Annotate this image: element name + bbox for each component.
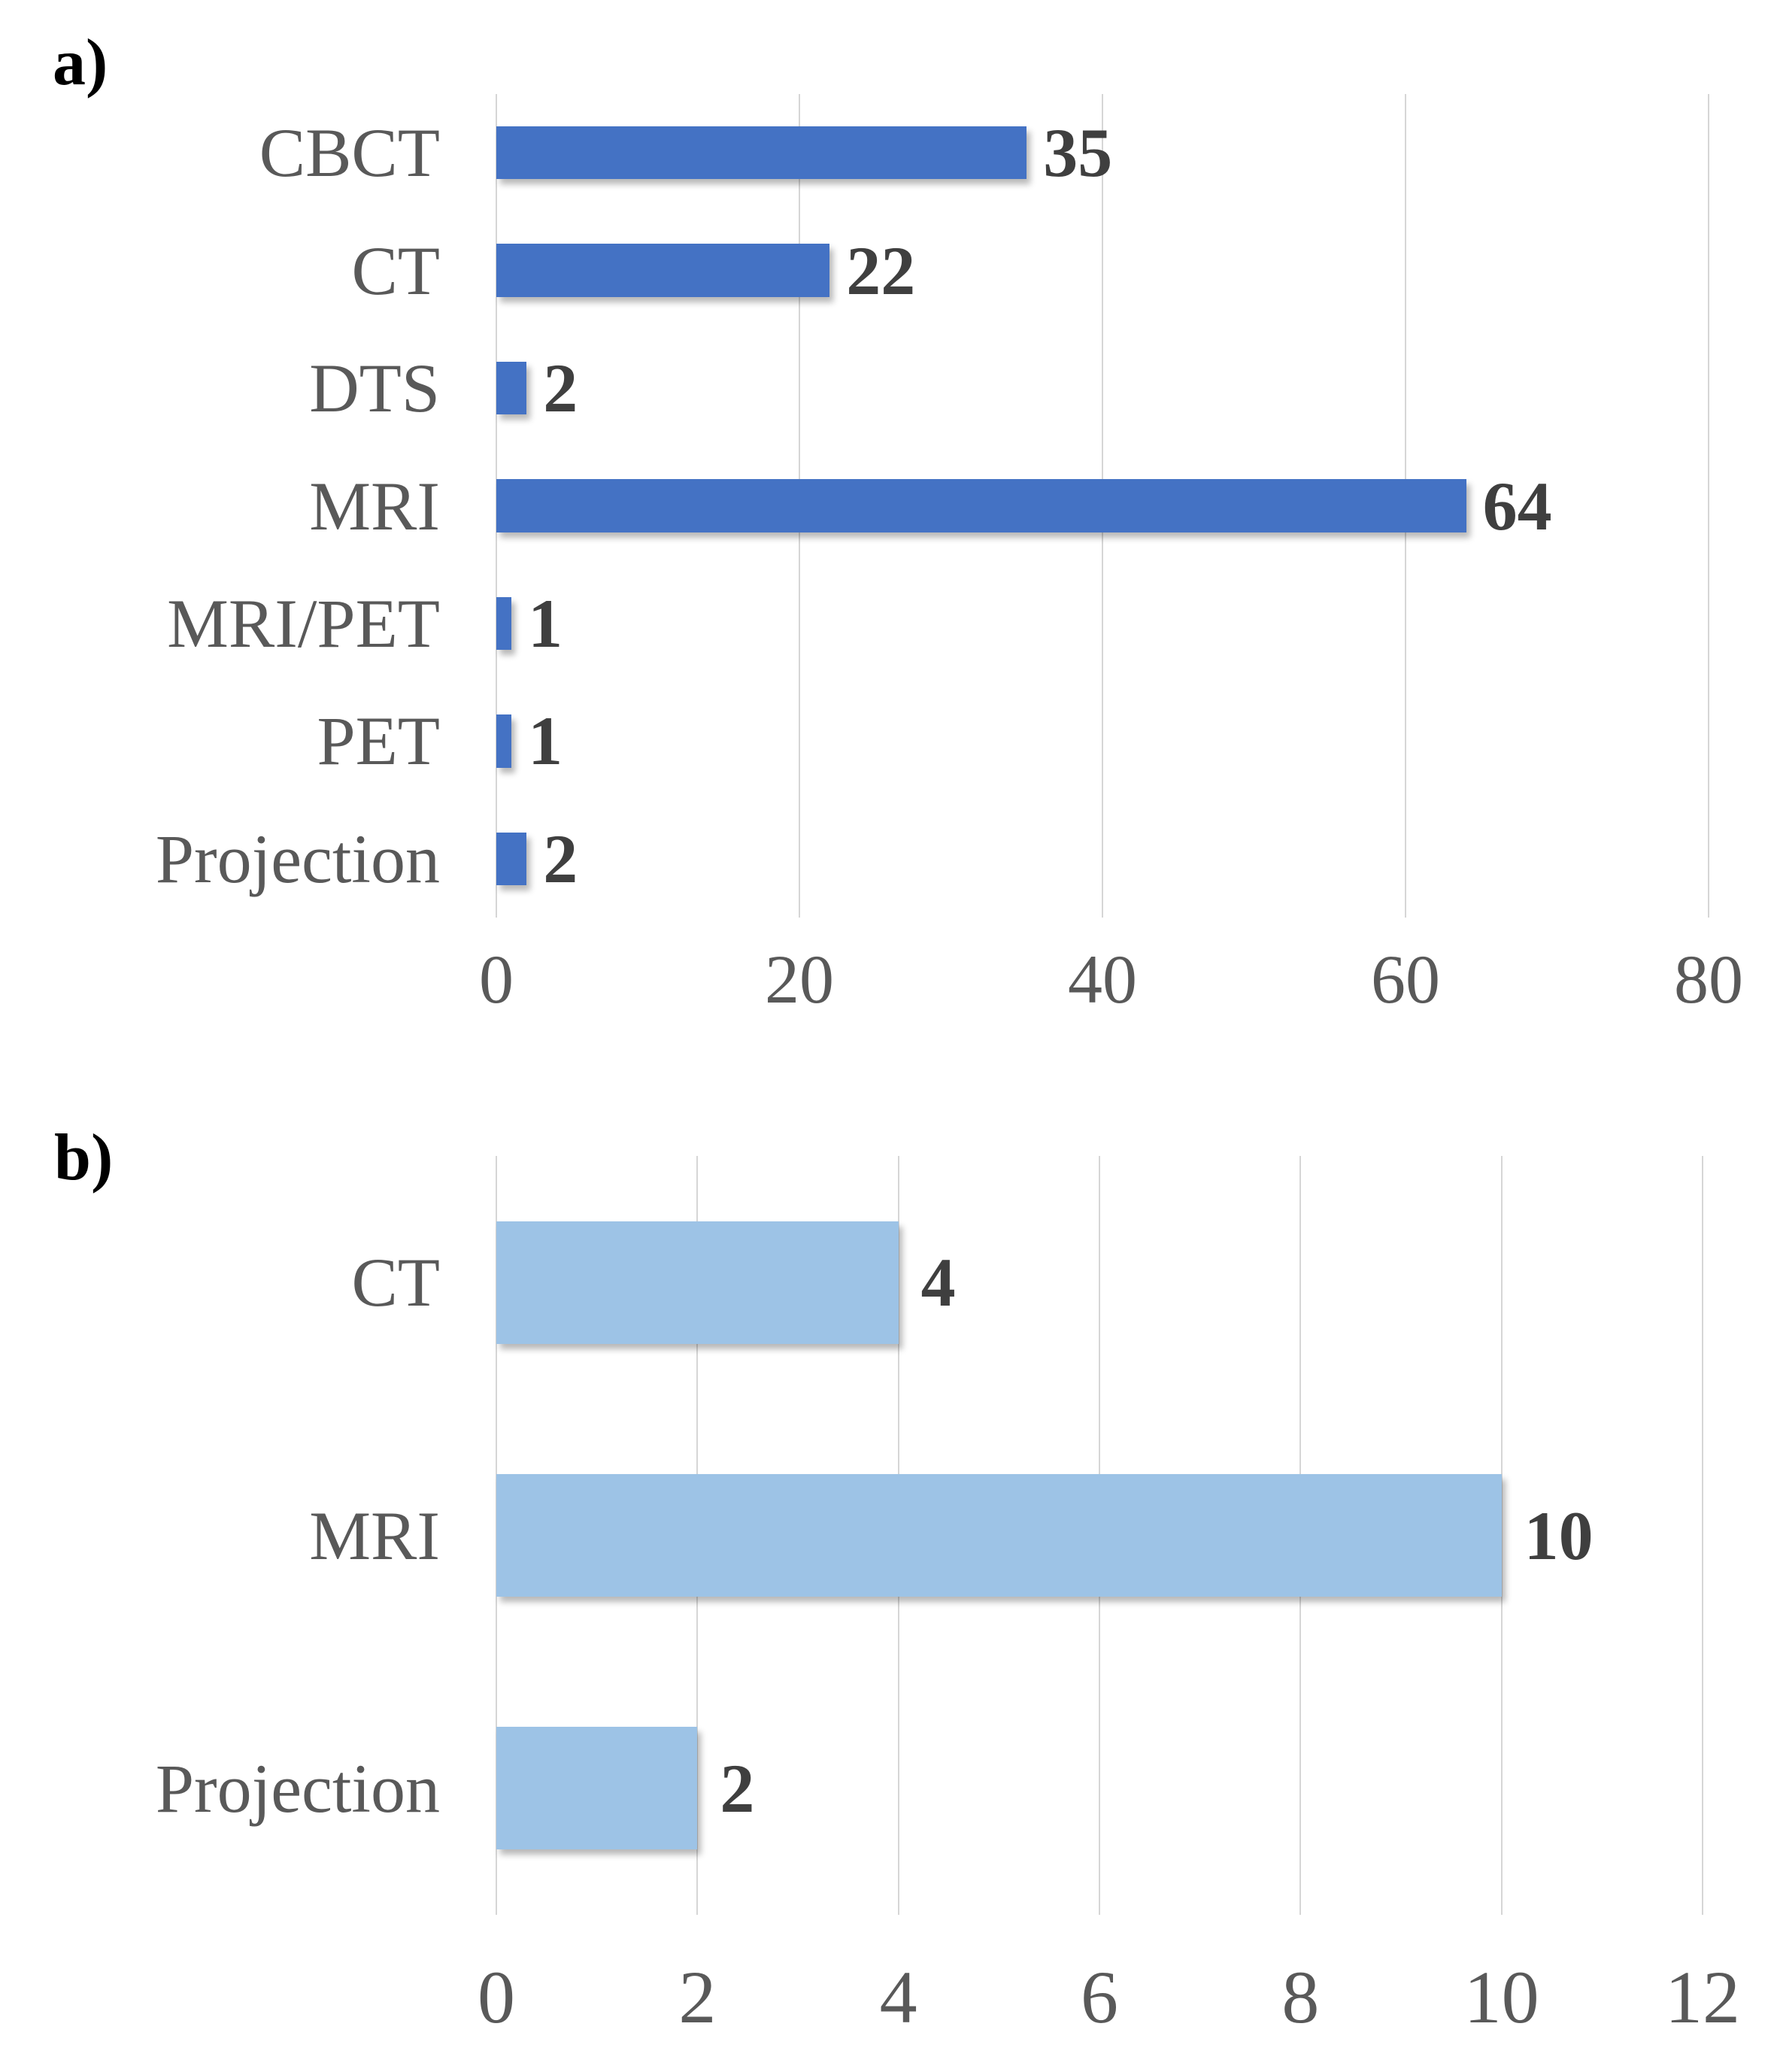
x-tick-label: 2 [678, 1955, 717, 2039]
x-tick-label: 20 [765, 941, 834, 1018]
category-label: Projection [155, 820, 440, 897]
value-label: 64 [1482, 467, 1552, 545]
category-label: MRI/PET [167, 584, 440, 662]
value-label: 2 [543, 350, 578, 427]
gridline [1500, 1156, 1503, 1915]
panel-b-label: b) [54, 1121, 114, 1194]
category-label: Projection [155, 1749, 440, 1827]
panel-a-label: a) [53, 26, 108, 99]
value-label: 22 [846, 232, 916, 309]
category-label: MRI [309, 467, 440, 545]
bar [496, 1221, 899, 1344]
value-label: 10 [1524, 1497, 1594, 1574]
gridline [1708, 94, 1709, 918]
bar [496, 714, 512, 768]
bar [496, 1727, 698, 1850]
category-label: CBCT [259, 114, 440, 192]
value-label: 2 [543, 820, 578, 897]
bar [496, 479, 1466, 532]
category-label: DTS [309, 350, 440, 427]
bar [496, 126, 1027, 180]
bar [496, 1473, 1502, 1597]
bar [496, 244, 830, 297]
category-label: PET [317, 702, 440, 780]
bar [496, 361, 527, 415]
category-label: CT [351, 232, 440, 309]
x-tick-label: 80 [1674, 941, 1743, 1018]
bar [496, 596, 512, 651]
gridline [1702, 1156, 1703, 1915]
value-label: 4 [920, 1244, 956, 1321]
x-tick-label: 0 [478, 1955, 515, 2039]
value-label: 1 [528, 702, 563, 780]
value-label: 35 [1043, 114, 1113, 192]
value-label: 2 [720, 1749, 755, 1827]
x-tick-label: 40 [1068, 941, 1137, 1018]
category-label: MRI [309, 1497, 440, 1574]
bar [496, 832, 527, 885]
x-tick-label: 12 [1665, 1955, 1740, 2039]
x-tick-label: 0 [479, 941, 514, 1018]
value-label: 1 [528, 584, 563, 662]
category-label: CT [351, 1244, 440, 1321]
x-tick-label: 8 [1281, 1955, 1320, 2039]
x-tick-label: 10 [1463, 1955, 1539, 2039]
x-tick-label: 4 [879, 1955, 917, 2039]
x-tick-label: 6 [1081, 1955, 1118, 2039]
x-tick-label: 60 [1371, 941, 1440, 1018]
